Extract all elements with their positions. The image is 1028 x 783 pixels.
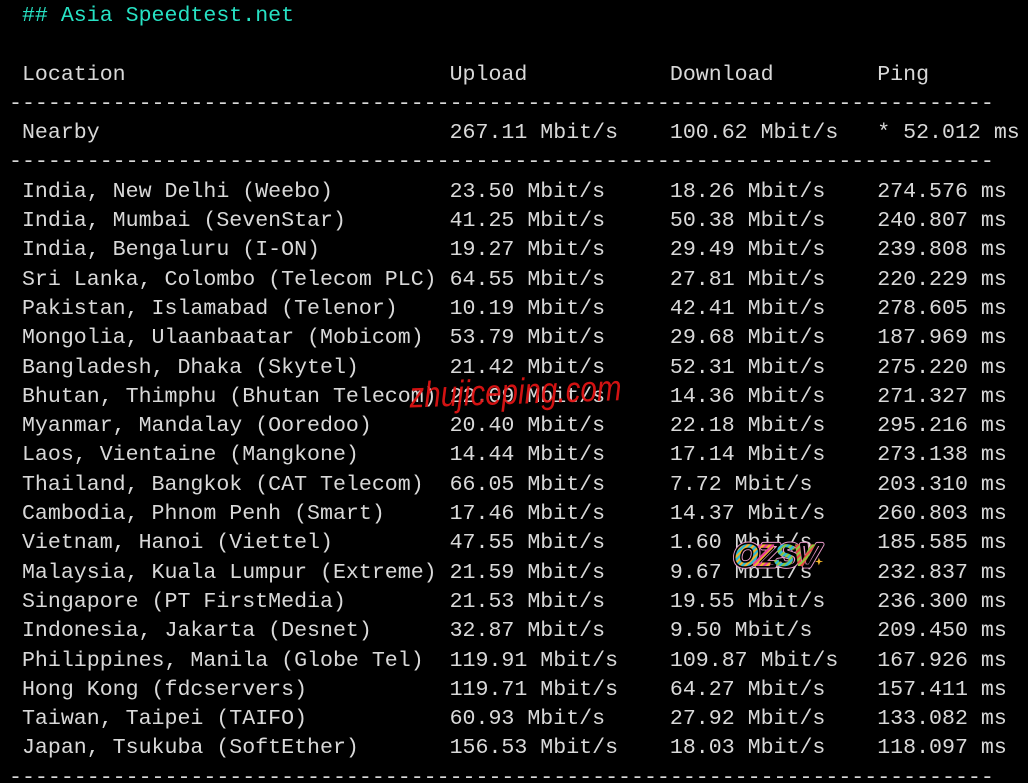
svg-text:Z: Z [752,538,775,573]
